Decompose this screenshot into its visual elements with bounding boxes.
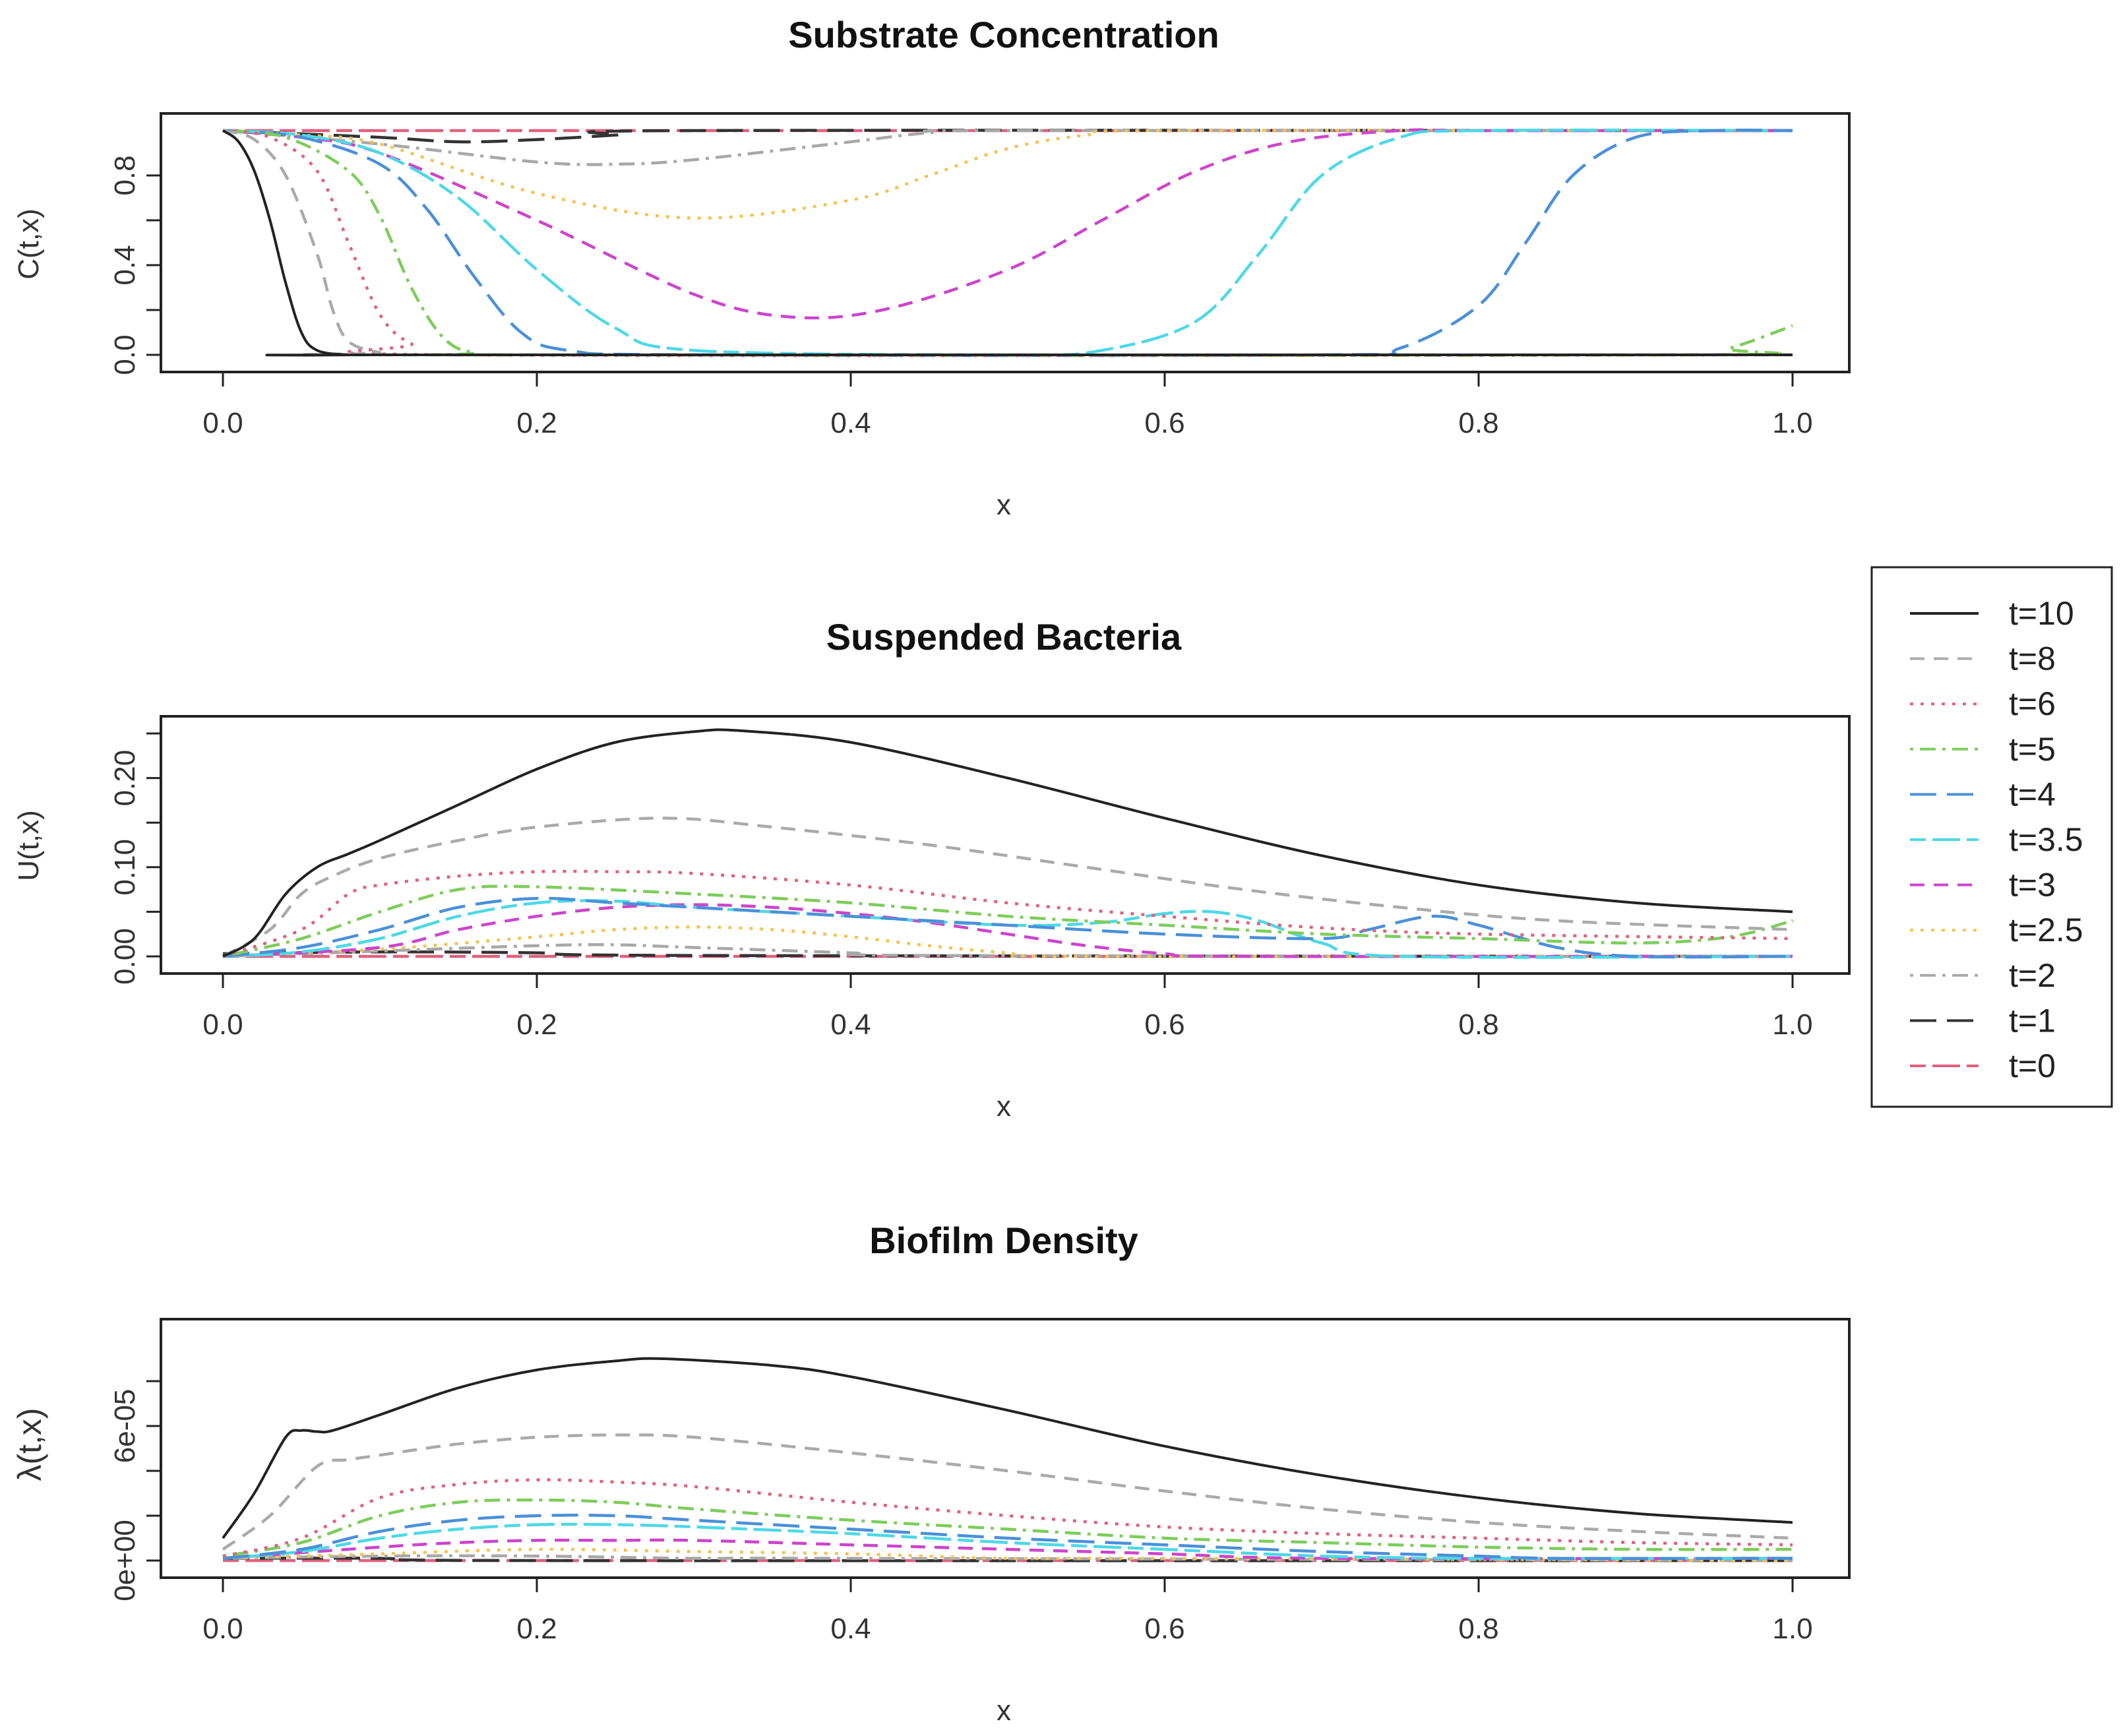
x-axis-label-biofilm: x (997, 1694, 1011, 1727)
legend-label: t=10 (2009, 595, 2074, 632)
legend-label: t=3.5 (2009, 821, 2083, 858)
x-tick-label-substrate: 0.6 (1144, 407, 1184, 439)
series-line-t-5 (222, 884, 1793, 958)
series-line-t-2_5 (222, 129, 1793, 220)
y-axis-label-substrate: C(t,x) (13, 208, 45, 280)
panel-biofilm: Biofilm Density x λ(t,x) 0.0 0.2 0.4 0.6 0.8… (11, 1220, 1851, 1727)
series-line-t-3 (222, 128, 1793, 320)
series-line-t-3 (222, 903, 1793, 958)
legend-label: t=2 (2009, 957, 2056, 994)
axis-ticks-substrate: 0.0 0.2 0.4 0.6 0.8 1.0 0.0 0.4 0.8 (109, 155, 1813, 439)
panel-title-suspended: Suspended Bacteria (826, 616, 1182, 658)
series-line-t-2_5 (222, 1547, 1793, 1563)
series-line-t-6 (222, 1478, 1793, 1558)
series-lines-biofilm (222, 1357, 1793, 1563)
series-line-t-8 (222, 1433, 1793, 1551)
series-line-t-2_5 (222, 925, 1793, 958)
x-tick-label-suspended: 0.2 (516, 1008, 557, 1041)
y-tick-label-substrate: 0.8 (109, 155, 141, 195)
panel-substrate: Substrate Concentration x C(t,x) 0.0 0.2 0… (13, 14, 1851, 521)
series-lines-suspended (222, 728, 1793, 959)
legend-label: t=3 (2009, 867, 2056, 904)
y-axis-label-suspended: U(t,x) (13, 810, 45, 881)
plot-frame-substrate (160, 112, 1851, 373)
legend: t=10 t=8 t=6 t=5 t=4 t=3.5 t=3 t=2.5 t=2 t=1 t=0 (1870, 566, 2113, 1108)
series-line-t-6 (222, 129, 1793, 357)
panel-suspended: Suspended Bacteria x U(t,x) 0.0 0.2 0.4 0.6… (13, 616, 1851, 1123)
legend-label: t=6 (2009, 685, 2056, 722)
legend-box (1870, 566, 2113, 1108)
y-tick-label-suspended: 0.10 (109, 839, 141, 896)
series-line-t-10 (222, 1357, 1793, 1539)
x-tick-label-biofilm: 1.0 (1772, 1613, 1812, 1645)
series-line-t-8 (222, 817, 1793, 958)
x-axis-label-substrate: x (997, 489, 1011, 521)
legend-label: t=4 (2009, 776, 2056, 813)
series-line-t-1 (222, 129, 1793, 144)
series-line-t-3 (222, 1538, 1793, 1561)
series-line-t-10 (222, 728, 1793, 958)
x-tick-label-substrate: 0.2 (516, 407, 557, 439)
panel-title-substrate: Substrate Concentration (788, 14, 1219, 55)
x-axis-label-suspended: x (997, 1090, 1011, 1123)
x-tick-label-biofilm: 0.6 (1144, 1613, 1184, 1645)
series-line-t-4 (222, 128, 1793, 357)
series-line-t-3_5 (222, 1522, 1793, 1561)
x-tick-label-substrate: 0.8 (1458, 407, 1498, 439)
series-lines-substrate (222, 128, 1793, 357)
series-line-t-2 (222, 129, 1793, 166)
plot-frame-suspended (160, 715, 1851, 975)
x-tick-label-suspended: 0.8 (1458, 1008, 1498, 1041)
plot-frame-biofilm (160, 1318, 1851, 1579)
y-tick-label-substrate: 0.0 (109, 334, 141, 375)
x-tick-label-substrate: 0.0 (202, 407, 243, 439)
x-tick-label-substrate: 1.0 (1772, 407, 1812, 439)
x-tick-label-substrate: 0.4 (830, 407, 871, 439)
series-line-t-6 (222, 869, 1793, 958)
series-line-t-5 (222, 1498, 1793, 1558)
series-line-t-5 (222, 129, 1793, 357)
y-axis-label-biofilm: λ(t,x) (11, 1408, 48, 1481)
legend-label: t=0 (2009, 1047, 2056, 1084)
x-tick-label-suspended: 0.0 (202, 1008, 243, 1041)
legend-label: t=8 (2009, 640, 2056, 677)
axis-ticks-suspended: 0.0 0.2 0.4 0.6 0.8 1.0 0.00 0.10 0.20 (109, 732, 1813, 1041)
legend-label: t=5 (2009, 731, 2056, 768)
y-tick-label-substrate: 0.4 (109, 245, 141, 285)
y-tick-label-suspended: 0.20 (109, 750, 141, 807)
series-line-t-4 (222, 896, 1793, 959)
series-line-t-3_5 (222, 128, 1793, 357)
series-line-t-10 (222, 129, 1793, 357)
legend-label: t=2.5 (2009, 912, 2083, 948)
series-line-t-4 (222, 1513, 1793, 1561)
panel-title-biofilm: Biofilm Density (869, 1220, 1138, 1261)
x-tick-label-biofilm: 0.0 (202, 1613, 243, 1645)
x-tick-label-biofilm: 0.8 (1458, 1613, 1498, 1645)
series-line-t-8 (222, 129, 1793, 357)
x-tick-label-suspended: 0.6 (1144, 1008, 1184, 1041)
x-tick-label-biofilm: 0.4 (830, 1613, 871, 1645)
x-tick-label-suspended: 1.0 (1772, 1008, 1812, 1041)
x-tick-label-suspended: 0.4 (830, 1008, 871, 1041)
y-tick-label-biofilm: 0e+00 (109, 1520, 141, 1601)
x-tick-label-biofilm: 0.2 (516, 1613, 557, 1645)
legend-label: t=1 (2009, 1002, 2056, 1039)
y-tick-label-suspended: 0.00 (109, 928, 141, 985)
axis-ticks-biofilm: 0.0 0.2 0.4 0.6 0.8 1.0 0e+00 6e-05 (109, 1380, 1813, 1645)
legend-entries: t=10 t=8 t=6 t=5 t=4 t=3.5 t=3 t=2.5 t=2 t=1 t=0 (1910, 595, 2083, 1084)
y-tick-label-biofilm: 6e-05 (109, 1389, 141, 1464)
